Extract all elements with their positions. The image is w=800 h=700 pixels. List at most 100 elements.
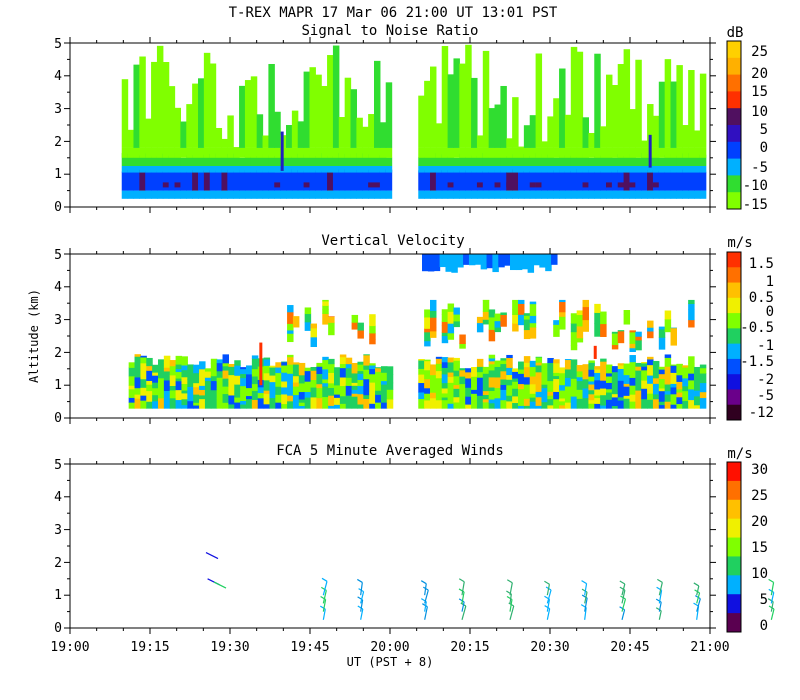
vv-cell — [699, 367, 707, 374]
snr-cell — [635, 59, 642, 148]
vv-cell — [506, 400, 513, 409]
snr-cell — [309, 172, 316, 191]
snr-cell — [315, 156, 322, 166]
colorbar-swatch — [727, 613, 741, 633]
vv-cell — [664, 318, 672, 333]
vv-cell — [134, 356, 141, 368]
vv-cell — [216, 381, 224, 389]
snr-cell — [192, 155, 199, 166]
snr-cell — [641, 147, 648, 158]
vv-cell — [316, 373, 323, 385]
snr-cell — [553, 190, 560, 199]
vv-cell — [500, 363, 507, 372]
vv-cell — [240, 400, 247, 405]
vv-cell — [322, 300, 329, 306]
vv-cell — [699, 382, 707, 393]
vv-colorbar-label: -1 — [757, 338, 774, 354]
snr-cell — [529, 155, 537, 166]
vv-cell — [600, 388, 607, 396]
vv-cell — [570, 398, 578, 404]
snr-cell — [606, 74, 613, 148]
vv-cell — [435, 358, 443, 364]
vv-cell — [146, 390, 153, 402]
snr-cell — [570, 155, 578, 166]
snr-cell — [564, 147, 572, 158]
vv-cell — [363, 354, 370, 356]
vv-cell — [363, 378, 370, 387]
vv-cell — [629, 371, 636, 378]
snr-cell — [564, 155, 572, 166]
snr-cell — [227, 153, 234, 166]
snr-cell — [368, 114, 375, 148]
snr-cell — [250, 156, 258, 166]
vv-cell — [369, 382, 376, 394]
vv-cell — [363, 394, 370, 399]
snr-cell — [233, 171, 240, 191]
vv-cell — [310, 366, 317, 371]
snr-cell — [588, 169, 595, 191]
snr-cell — [606, 156, 613, 166]
vv-cell — [576, 365, 584, 366]
snr-cell — [156, 190, 164, 199]
wind-barb — [658, 590, 663, 604]
vv-cell — [228, 366, 235, 376]
vv-cell — [357, 404, 364, 409]
vv-cell — [275, 394, 282, 403]
wind-colorbar: m/s 30 25 20 15 10 5 0 — [726, 446, 768, 634]
snr-cell — [203, 166, 211, 173]
snr-cell — [385, 169, 393, 191]
snr-cell — [559, 147, 566, 158]
snr-cell — [682, 125, 689, 148]
vv-cell — [564, 402, 572, 409]
snr-colorbar-label: -10 — [743, 178, 768, 194]
vv-cell — [658, 378, 666, 389]
vv-cell — [594, 403, 601, 409]
snr-cell — [215, 127, 223, 148]
snr-cell — [611, 190, 619, 199]
vv-cell — [386, 374, 394, 384]
snr-cell — [441, 46, 449, 148]
snr-cell — [494, 182, 501, 188]
snr-cell — [594, 166, 601, 173]
vv-cell — [699, 364, 707, 369]
vv-cell — [500, 312, 507, 316]
vv-cell — [471, 366, 478, 377]
vv-cell — [606, 382, 613, 390]
vv-cell — [216, 398, 224, 409]
vv-cell — [576, 337, 584, 343]
vv-cell — [541, 375, 548, 385]
snr-cell — [215, 170, 223, 191]
vv-cell — [582, 319, 589, 332]
vv-cell — [482, 398, 490, 403]
vv-cell — [593, 345, 597, 359]
snr-cell — [541, 141, 548, 148]
vv-cell — [459, 383, 466, 395]
vv-cell — [418, 391, 425, 400]
vv-cell — [523, 319, 531, 331]
snr-cell — [494, 147, 501, 158]
vv-cell — [363, 403, 370, 409]
snr-y-tick-label: 5 — [54, 37, 62, 52]
vv-cell — [328, 363, 335, 373]
snr-cell — [635, 166, 642, 173]
vv-cell — [541, 384, 548, 389]
vv-cell — [564, 395, 572, 403]
vv-cell — [351, 315, 359, 323]
vv-cell — [694, 373, 701, 385]
vv-cell — [152, 372, 159, 376]
vv-cell — [682, 377, 689, 387]
vv-cell — [175, 378, 183, 382]
vv-cell — [529, 383, 537, 394]
snr-cell — [321, 153, 328, 166]
vv-cell — [193, 364, 200, 367]
vv-cell — [140, 373, 147, 380]
snr-cell — [617, 182, 625, 188]
snr-cell — [453, 170, 460, 191]
snr-cell — [447, 182, 455, 188]
colorbar-swatch — [727, 575, 741, 595]
vv-cell — [169, 360, 177, 367]
snr-cell — [641, 172, 648, 191]
snr-cell — [256, 155, 264, 166]
snr-cell — [523, 153, 531, 166]
snr-cell — [570, 166, 578, 173]
